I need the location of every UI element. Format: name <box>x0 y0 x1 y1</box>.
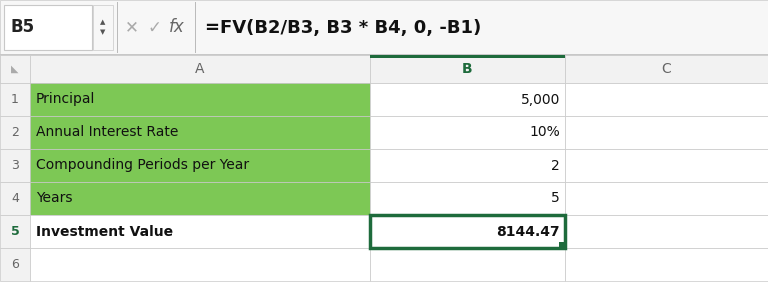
Text: 2: 2 <box>11 126 19 139</box>
Text: Years: Years <box>36 192 72 206</box>
Text: B: B <box>462 62 473 76</box>
Bar <box>0 248 30 281</box>
Text: ✓: ✓ <box>147 18 161 36</box>
Bar <box>30 55 370 83</box>
Text: =FV(B2/B3, B3 * B4, 0, -B1): =FV(B2/B3, B3 * B4, 0, -B1) <box>205 18 482 36</box>
Text: 1: 1 <box>11 93 19 106</box>
Text: 4: 4 <box>11 192 19 205</box>
Bar <box>370 149 565 182</box>
Bar <box>0 116 30 149</box>
Bar <box>370 215 565 248</box>
Bar <box>0 55 768 83</box>
Text: 2: 2 <box>551 159 560 173</box>
Bar <box>0 215 30 248</box>
Bar <box>195 2 196 53</box>
Text: Investment Value: Investment Value <box>36 224 173 238</box>
Bar <box>0 83 30 116</box>
Bar <box>30 116 370 149</box>
Bar <box>30 83 370 116</box>
Bar <box>565 83 768 116</box>
Text: ▲: ▲ <box>101 19 106 26</box>
Bar <box>370 55 565 83</box>
Bar <box>0 149 30 182</box>
Bar <box>30 248 370 281</box>
Text: C: C <box>661 62 671 76</box>
Text: A: A <box>195 62 205 76</box>
Bar <box>565 215 768 248</box>
Text: ✕: ✕ <box>125 18 139 36</box>
Bar <box>565 182 768 215</box>
Bar <box>93 5 113 50</box>
Text: 6: 6 <box>11 258 19 271</box>
Text: 8144.47: 8144.47 <box>496 224 560 238</box>
Bar <box>0 54 768 55</box>
Bar <box>370 248 565 281</box>
Text: 5: 5 <box>551 192 560 206</box>
Text: Annual Interest Rate: Annual Interest Rate <box>36 125 178 139</box>
Bar <box>4 5 92 50</box>
Text: ▼: ▼ <box>101 30 106 35</box>
Text: fx: fx <box>169 18 185 36</box>
Text: B5: B5 <box>10 18 34 36</box>
Bar <box>0 0 768 55</box>
Bar <box>565 116 768 149</box>
Bar <box>370 83 565 116</box>
Text: 10%: 10% <box>529 125 560 139</box>
Bar <box>0 55 30 83</box>
Bar <box>0 182 30 215</box>
Bar <box>117 2 118 53</box>
Bar <box>565 149 768 182</box>
Bar <box>559 242 565 248</box>
Text: ◣: ◣ <box>12 64 18 74</box>
Text: 5,000: 5,000 <box>521 92 560 106</box>
Text: 5: 5 <box>11 225 19 238</box>
Bar <box>30 182 370 215</box>
Bar <box>30 215 370 248</box>
Bar <box>370 182 565 215</box>
Bar <box>565 248 768 281</box>
Bar <box>370 55 565 58</box>
Bar <box>30 149 370 182</box>
Bar <box>370 116 565 149</box>
Text: Principal: Principal <box>36 92 95 106</box>
Text: Compounding Periods per Year: Compounding Periods per Year <box>36 159 249 173</box>
Text: 3: 3 <box>11 159 19 172</box>
Bar <box>565 55 768 83</box>
